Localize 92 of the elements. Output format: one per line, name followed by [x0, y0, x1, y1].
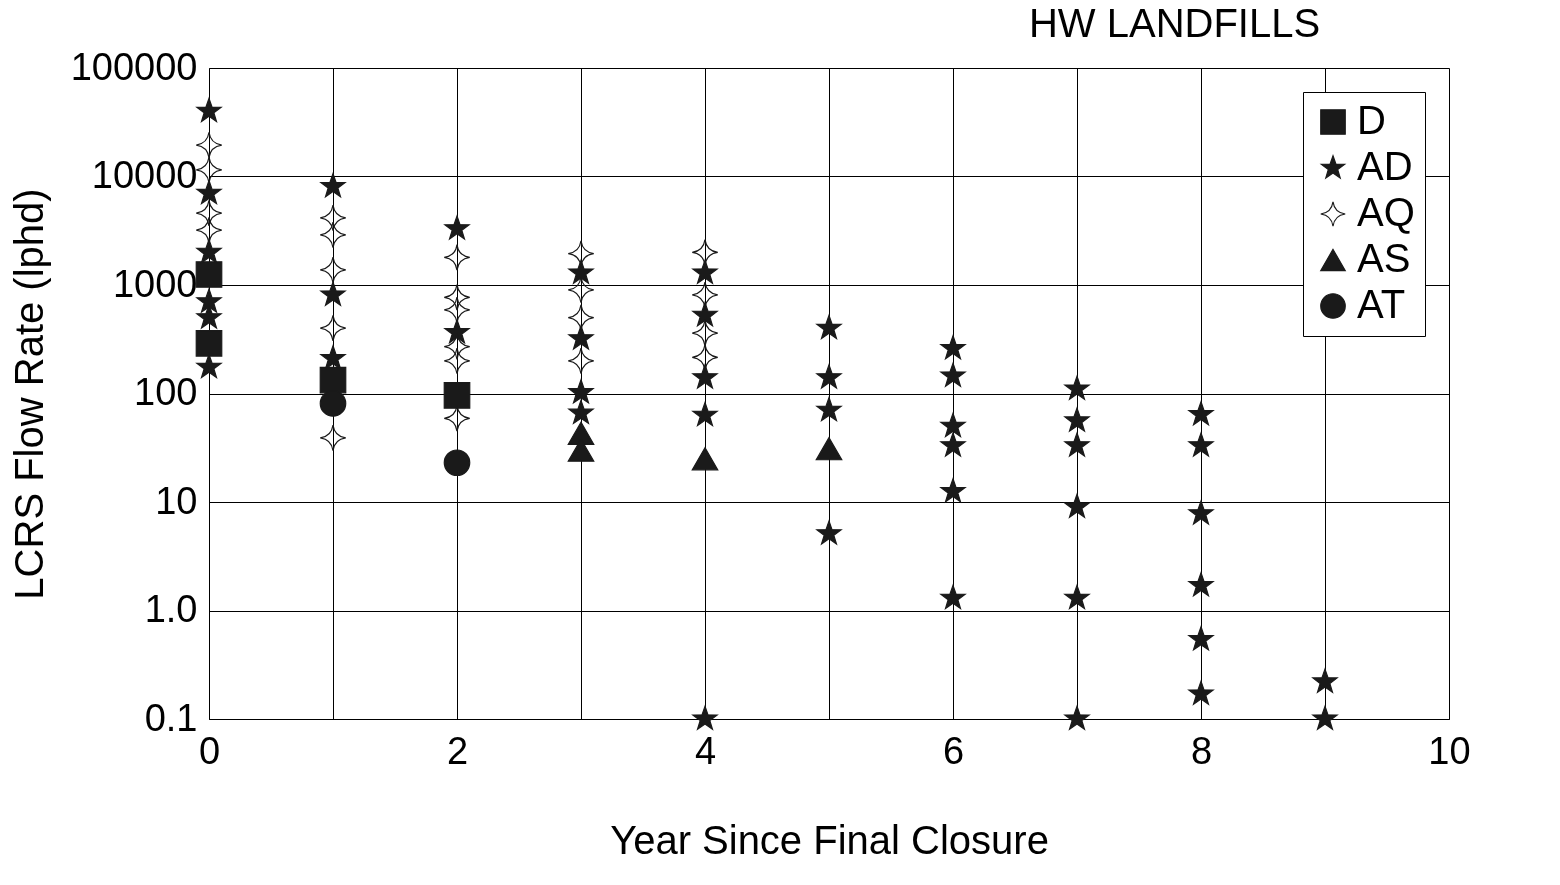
- point: [443, 283, 471, 311]
- y-tick-label: 10: [155, 479, 198, 522]
- x-tick-label: 0: [198, 729, 221, 772]
- x-tick-label: 10: [1428, 729, 1471, 772]
- point: [443, 405, 471, 432]
- point: [1064, 584, 1090, 610]
- point: [1064, 705, 1090, 730]
- point: [1064, 375, 1090, 400]
- point: [1188, 626, 1214, 651]
- legend-label: AQ: [1357, 190, 1415, 234]
- point: [319, 424, 347, 452]
- point: [195, 156, 223, 184]
- point: [196, 97, 222, 123]
- point: [443, 347, 471, 375]
- point: [1312, 705, 1338, 730]
- point: [1064, 432, 1090, 457]
- point: [692, 259, 718, 284]
- x-tick-label: 8: [1190, 729, 1213, 772]
- point: [319, 221, 347, 249]
- point: [567, 421, 595, 445]
- chart-title: HW LANDFILLS: [1028, 1, 1321, 45]
- legend-label: AD: [1357, 144, 1413, 188]
- point: [568, 259, 594, 284]
- point: [196, 304, 222, 329]
- point: [1188, 500, 1214, 525]
- y-tick-label: 1000: [112, 262, 198, 305]
- point: [319, 390, 347, 417]
- point: [940, 432, 966, 457]
- point: [1188, 401, 1214, 426]
- y-tick-label: 100000: [70, 45, 198, 88]
- point: [692, 302, 718, 327]
- point: [567, 304, 595, 332]
- point: [940, 584, 966, 610]
- point: [567, 276, 595, 304]
- point: [1064, 407, 1090, 432]
- x-tick-label: 4: [694, 729, 717, 772]
- legend-label: D: [1357, 98, 1386, 142]
- point: [815, 437, 843, 461]
- point: [940, 335, 966, 360]
- point: [320, 281, 346, 306]
- y-tick-label: 10000: [91, 154, 198, 196]
- point: [320, 173, 346, 198]
- point: [195, 199, 223, 227]
- y-tick-label: 100: [134, 371, 198, 413]
- point: [567, 347, 595, 375]
- point: [691, 319, 719, 347]
- point: [443, 243, 471, 271]
- point: [568, 379, 594, 404]
- point: [940, 362, 966, 387]
- point: [691, 238, 719, 266]
- x-axis-title: Year Since Final Closure: [610, 817, 1049, 862]
- point: [691, 281, 719, 309]
- point: [319, 314, 347, 342]
- point: [567, 240, 595, 267]
- point: [1188, 572, 1214, 597]
- point: [443, 382, 471, 409]
- point: [568, 325, 594, 350]
- point: [1312, 668, 1338, 693]
- x-tick-label: 6: [942, 729, 965, 772]
- point: [195, 216, 223, 244]
- point: [319, 256, 347, 284]
- point: [816, 520, 842, 545]
- point: [691, 344, 719, 371]
- y-axis-title: LCRS Flow Rate (lphd): [6, 188, 51, 600]
- point: [816, 314, 842, 340]
- x-tick-label: 2: [446, 729, 469, 772]
- y-tick-label: 0.1: [144, 696, 198, 739]
- point: [1188, 432, 1214, 457]
- point: [816, 364, 842, 389]
- point: [692, 401, 718, 427]
- point: [443, 449, 471, 477]
- point: [195, 329, 223, 357]
- point: [195, 131, 223, 159]
- point: [195, 261, 223, 288]
- point: [320, 345, 346, 370]
- point: [1064, 493, 1090, 518]
- point: [692, 364, 718, 389]
- point: [691, 447, 719, 471]
- point: [444, 215, 470, 240]
- point: [940, 478, 966, 503]
- point: [196, 353, 222, 379]
- y-tick-label: 1.0: [144, 588, 198, 630]
- legend-label: AS: [1357, 236, 1411, 280]
- point: [443, 296, 471, 324]
- point: [319, 204, 347, 232]
- point: [816, 396, 842, 422]
- point: [196, 288, 222, 313]
- point: [940, 412, 966, 438]
- point: [568, 399, 594, 424]
- legend-label: AT: [1357, 282, 1406, 326]
- point: [1188, 680, 1214, 705]
- point: [692, 705, 718, 730]
